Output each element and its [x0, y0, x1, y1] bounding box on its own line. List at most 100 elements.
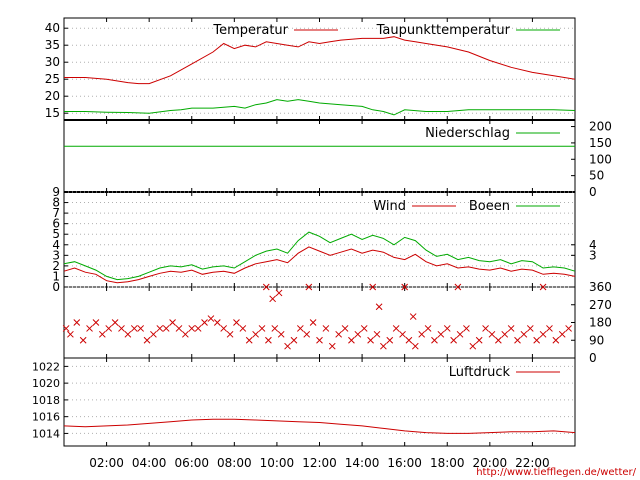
- series-boeen: [63, 231, 576, 281]
- winddir-point: [533, 336, 541, 344]
- winddir-point: [335, 330, 343, 338]
- xtick-label-5: 12:00: [302, 456, 337, 470]
- legend-boeen-label: Boeen: [469, 199, 510, 214]
- winddir-point: [514, 336, 521, 344]
- ytick-label-1-3: 150: [589, 136, 612, 150]
- winddir-point: [520, 330, 528, 338]
- winddir-point: [62, 325, 70, 332]
- xtick-label-9: 20:00: [473, 456, 508, 470]
- ytick-label-2-6: 6: [52, 217, 60, 231]
- xtick-label-3: 08:00: [217, 456, 252, 470]
- winddir-point: [262, 283, 270, 291]
- winddir-point: [375, 303, 383, 311]
- ytick-label-3-4: 360: [589, 280, 612, 294]
- winddir-point: [245, 336, 253, 344]
- winddir-point: [409, 313, 417, 320]
- winddir-point: [79, 336, 87, 344]
- xtick-label-1: 04:00: [132, 456, 167, 470]
- winddir-point: [501, 330, 509, 338]
- winddir-point: [226, 330, 234, 338]
- winddir-point: [252, 330, 259, 338]
- ytick-label-3-3: 270: [589, 298, 612, 312]
- winddir-point: [239, 325, 247, 332]
- winddir-point: [137, 325, 145, 332]
- winddir-point: [233, 319, 240, 326]
- winddir-point: [482, 325, 489, 332]
- ytick-label-2-1: 1: [52, 269, 60, 283]
- winddir-point: [175, 325, 183, 332]
- ytick-label-2-3: 3: [52, 248, 60, 262]
- winddir-point: [182, 330, 189, 338]
- winddir-point: [424, 325, 432, 332]
- ytick-label-1-4: 200: [589, 120, 612, 134]
- winddir-point: [450, 336, 457, 344]
- winddir-point: [463, 325, 470, 332]
- winddir-point: [207, 315, 215, 322]
- winddir-point: [98, 330, 106, 338]
- ytick-label-0-5: 40: [45, 21, 60, 35]
- winddir-point: [303, 330, 311, 338]
- winddir-point: [443, 325, 451, 332]
- ytick-label-2-4: 4: [52, 238, 60, 252]
- ytick-label-4-3: 1020: [32, 377, 60, 390]
- xtick-label-10: 22:00: [515, 456, 550, 470]
- winddir-point: [269, 295, 277, 303]
- winddir-point: [322, 325, 330, 332]
- winddir-point: [105, 325, 113, 332]
- series-temperatur: [64, 36, 576, 85]
- winddir-point: [92, 319, 100, 326]
- ytick-label-2-1: 4: [589, 238, 597, 252]
- xtick-label-0: 02:00: [89, 456, 124, 470]
- ytick-label-2-7: 7: [52, 206, 60, 220]
- winddir-point: [539, 330, 547, 338]
- winddir-point: [488, 330, 496, 338]
- winddir-point: [354, 330, 362, 338]
- winddir-point: [67, 330, 74, 338]
- legend-niederschlag-label: Niederschlag: [425, 126, 510, 141]
- winddir-point: [565, 325, 572, 332]
- ytick-label-0-4: 35: [45, 38, 60, 52]
- winddir-point: [150, 330, 157, 338]
- xtick-label-4: 10:00: [260, 456, 295, 470]
- legend-luftdruck-label: Luftdruck: [449, 365, 511, 380]
- ytick-label-2-0: 3: [589, 248, 597, 262]
- winddir-point: [316, 336, 323, 344]
- ytick-label-0-0: 15: [45, 106, 60, 120]
- winddir-point: [552, 336, 560, 344]
- winddir-point: [124, 330, 132, 338]
- legend-temperatur-label: Temperatur: [212, 23, 288, 38]
- ytick-label-3-0: 0: [589, 351, 597, 365]
- xtick-label-6: 14:00: [345, 456, 380, 470]
- winddir-point: [558, 330, 566, 338]
- winddir-point: [454, 283, 462, 291]
- winddir-point: [475, 336, 483, 344]
- winddir-point: [111, 319, 119, 326]
- ytick-label-1-2: 100: [589, 152, 612, 166]
- winddir-point: [494, 336, 502, 344]
- winddir-point: [369, 283, 377, 291]
- winddir-point: [130, 325, 138, 332]
- series-taupunkt: [64, 99, 576, 116]
- winddir-point: [328, 342, 336, 350]
- winddir-point: [290, 336, 298, 344]
- ytick-label-0-2: 25: [45, 72, 60, 86]
- winddir-point: [156, 325, 164, 332]
- ytick-label-2-0: 0: [52, 280, 60, 294]
- winddir-point: [265, 336, 272, 344]
- ytick-label-4-2: 1018: [32, 394, 60, 407]
- ytick-label-1-1: 50: [589, 169, 604, 183]
- ytick-label-0-3: 30: [45, 55, 60, 69]
- winddir-point: [169, 319, 176, 326]
- winddir-point: [188, 325, 196, 332]
- winddir-point: [386, 336, 394, 344]
- ytick-label-2-5: 5: [52, 227, 60, 241]
- winddir-point: [305, 283, 313, 291]
- winddir-point: [401, 283, 409, 291]
- winddir-point: [296, 325, 304, 332]
- winddir-point: [271, 325, 279, 332]
- winddir-point: [201, 319, 208, 326]
- ytick-label-3-1: 90: [589, 333, 604, 347]
- winddir-point: [367, 336, 374, 344]
- ytick-label-1-0: 0: [589, 185, 597, 199]
- ytick-label-4-4: 1022: [32, 360, 60, 373]
